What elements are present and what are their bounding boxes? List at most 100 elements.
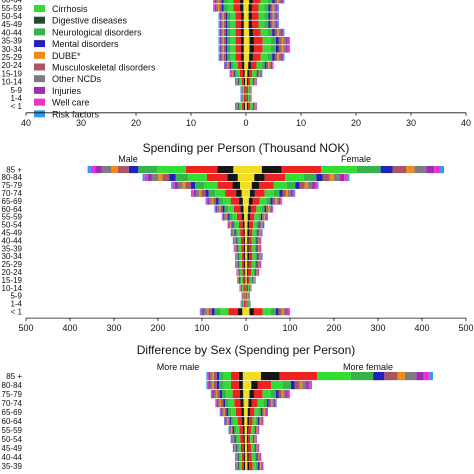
- bar-segment-right-1519-3: [252, 69, 256, 78]
- bar-segment-right-85-1: [261, 166, 282, 174]
- bar-segment-right-7074-8: [272, 399, 275, 408]
- bar-segment-right-2529-5: [272, 53, 275, 61]
- bar-segment-left-5559-7: [217, 4, 220, 12]
- bar-segment-left-7074-4: [225, 399, 229, 408]
- bar-segment-right-7074-7: [285, 189, 288, 197]
- bar-segment-left-3539-7: [222, 37, 224, 45]
- bar-segment-right-3034-7: [281, 45, 284, 53]
- bar-segment-right-3034-8: [283, 45, 287, 53]
- bar-segment-right-2529-3: [260, 53, 268, 61]
- bar-segment-left-8084-9: [208, 381, 210, 390]
- bar-segment-right-5559-8: [274, 4, 277, 12]
- bar-segment-right-4044-7: [258, 237, 260, 245]
- bar-segment-left-6569-4: [228, 408, 232, 417]
- panel-middle-bars: [87, 166, 444, 316]
- bar-segment-left-7579-0: [243, 390, 246, 399]
- bar-segment-right-5559-3: [254, 213, 259, 221]
- bar-segment-right-5054-3: [258, 12, 265, 20]
- bar-segment-right-2024-6: [266, 61, 269, 69]
- bar-segment-left-1519-3: [236, 69, 240, 78]
- bar-segment-left-6569-4: [218, 197, 224, 205]
- bar-segment-right-2024-0: [246, 268, 248, 276]
- bar-segment-right-7074-9: [274, 399, 276, 408]
- bar-segment-right-5559-11: [278, 4, 279, 12]
- bar-segment-left-14-2: [243, 94, 246, 102]
- bar-segment-right-6569-4: [266, 197, 271, 205]
- bar-segment-right-7579-7: [281, 390, 284, 399]
- bar-segment-left-1519-1: [244, 276, 246, 284]
- bar-segment-left-8084-0: [237, 173, 246, 181]
- bar-segment-right-14-2: [246, 300, 248, 308]
- x-tick-label: 200: [326, 323, 341, 333]
- bar-segment-right-3539-6: [259, 462, 261, 471]
- bar-segment-right-3539-7: [260, 462, 261, 471]
- bar-segment-right-5054-0: [246, 12, 249, 20]
- bar-segment-right-4549-7: [256, 444, 258, 453]
- bar-segment-left-5054-11: [218, 12, 220, 20]
- bar-segment-right-2024-4: [253, 268, 255, 276]
- bar-segment-left-1014-4: [238, 78, 240, 86]
- bar-segment-right-3034-0: [246, 252, 248, 260]
- bar-segment-right-3539-5: [256, 245, 258, 253]
- bar-segment-right-6064-2: [252, 0, 261, 4]
- bar-segment-right-4549-2: [251, 20, 259, 28]
- bar-segment-right-7074-11: [276, 399, 277, 408]
- bar-segment-left-7074-3: [228, 399, 235, 408]
- bar-segment-left-5054-5: [225, 12, 228, 20]
- panel-bottom-more-female-label: More female: [343, 362, 393, 372]
- bar-segment-left-5559-10: [222, 213, 224, 221]
- bar-segment-left-2529-6: [237, 260, 238, 268]
- bar-segment-left-1-11: [199, 308, 201, 316]
- bar-segment-right-4549-2: [249, 229, 253, 237]
- bar-segment-left-4549-4: [237, 444, 239, 453]
- bar-segment-right-85-3: [317, 372, 351, 381]
- bar-segment-right-85-8: [404, 372, 417, 381]
- bar-segment-left-6064-2: [233, 205, 241, 213]
- bar-segment-left-1519-0: [244, 69, 246, 78]
- bar-segment-left-85-1: [238, 372, 243, 381]
- bar-segment-right-1-9: [286, 308, 288, 316]
- bar-segment-right-6569-1: [248, 197, 253, 205]
- bar-segment-left-5559-6: [231, 426, 233, 435]
- bar-segment-left-4044-5: [237, 453, 239, 462]
- bar-segment-left-6064-9: [225, 417, 226, 426]
- bar-segment-right-85-7: [406, 166, 415, 174]
- bar-segment-right-3034-10: [261, 252, 263, 260]
- age-label: 15-19: [2, 276, 23, 285]
- x-tick-label: 200: [150, 323, 165, 333]
- bar-segment-left-4549-6: [233, 229, 235, 237]
- bar-segment-left-1-2: [228, 308, 238, 316]
- bar-segment-left-7579-9: [212, 390, 214, 399]
- bar-segment-right-8084-5: [290, 381, 295, 390]
- bar-segment-right-2024-8: [269, 61, 272, 69]
- bar-segment-right-6064-2: [250, 205, 257, 213]
- bar-segment-right-2024-4: [261, 61, 265, 69]
- bar-segment-right-7074-4: [263, 399, 267, 408]
- bar-segment-right-7074-9: [290, 189, 293, 197]
- bar-segment-left-5559-1: [240, 4, 244, 12]
- bar-segment-right-2529-8: [278, 53, 282, 61]
- bar-segment-left-3034-5: [237, 252, 239, 260]
- bar-segment-left-6569-11: [219, 408, 221, 417]
- bar-segment-left-4044-6: [237, 453, 238, 462]
- bar-segment-right-3034-11: [289, 45, 290, 53]
- bar-segment-left-2024-0: [244, 61, 246, 69]
- bar-segment-right-1519-7: [259, 69, 261, 78]
- bar-segment-right-5559-10: [277, 4, 279, 12]
- bar-segment-right-6569-8: [276, 197, 279, 205]
- bar-segment-left-1-0: [242, 308, 246, 316]
- bar-segment-left-5054-5: [232, 221, 234, 229]
- bar-segment-right-59-2: [246, 86, 249, 94]
- bar-segment-right-4044-9: [281, 28, 283, 37]
- bar-segment-right-2024-10: [272, 61, 273, 69]
- bar-segment-left-3539-6: [223, 37, 226, 45]
- bar-segment-left-6569-9: [220, 408, 222, 417]
- bar-segment-left-1-8: [203, 308, 207, 316]
- bar-segment-left-4549-5: [225, 20, 228, 28]
- bar-segment-left-8084-8: [209, 381, 213, 390]
- bar-segment-right-1519-1: [247, 69, 249, 78]
- bar-segment-left-5559-0: [243, 4, 246, 12]
- bar-segment-right-6064-8: [278, 0, 282, 4]
- bar-segment-right-85-9: [416, 372, 424, 381]
- bar-segment-right-3539-10: [287, 37, 290, 45]
